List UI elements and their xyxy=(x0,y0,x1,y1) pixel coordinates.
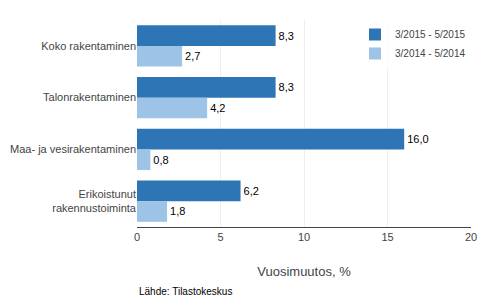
svg-text:Vuosimuutos, %: Vuosimuutos, % xyxy=(257,264,351,279)
svg-text:8,3: 8,3 xyxy=(279,30,294,42)
svg-text:Talonrakentaminen: Talonrakentaminen xyxy=(43,91,136,103)
svg-text:10: 10 xyxy=(298,231,310,243)
svg-text:16,0: 16,0 xyxy=(407,133,428,145)
svg-text:4,2: 4,2 xyxy=(210,102,225,114)
svg-text:0: 0 xyxy=(134,231,140,243)
svg-text:3/2015 - 5/2015: 3/2015 - 5/2015 xyxy=(395,29,465,40)
svg-text:3/2014 - 5/2014: 3/2014 - 5/2014 xyxy=(395,48,465,59)
svg-text:8,3: 8,3 xyxy=(279,81,294,93)
svg-text:20: 20 xyxy=(465,231,477,243)
svg-text:Maa- ja vesirakentaminen: Maa- ja vesirakentaminen xyxy=(10,143,136,155)
svg-text:1,8: 1,8 xyxy=(170,205,185,217)
svg-text:5: 5 xyxy=(217,231,223,243)
svg-text:Koko rakentaminen: Koko rakentaminen xyxy=(41,40,136,52)
svg-text:Lähde: Tilastokeskus: Lähde: Tilastokeskus xyxy=(139,286,232,297)
svg-text:0,8: 0,8 xyxy=(153,154,168,166)
svg-text:Erikoistunutrakennustoiminta: Erikoistunutrakennustoiminta xyxy=(52,188,137,214)
svg-text:6,2: 6,2 xyxy=(244,185,259,197)
svg-text:15: 15 xyxy=(381,231,393,243)
svg-text:2,7: 2,7 xyxy=(185,50,200,62)
